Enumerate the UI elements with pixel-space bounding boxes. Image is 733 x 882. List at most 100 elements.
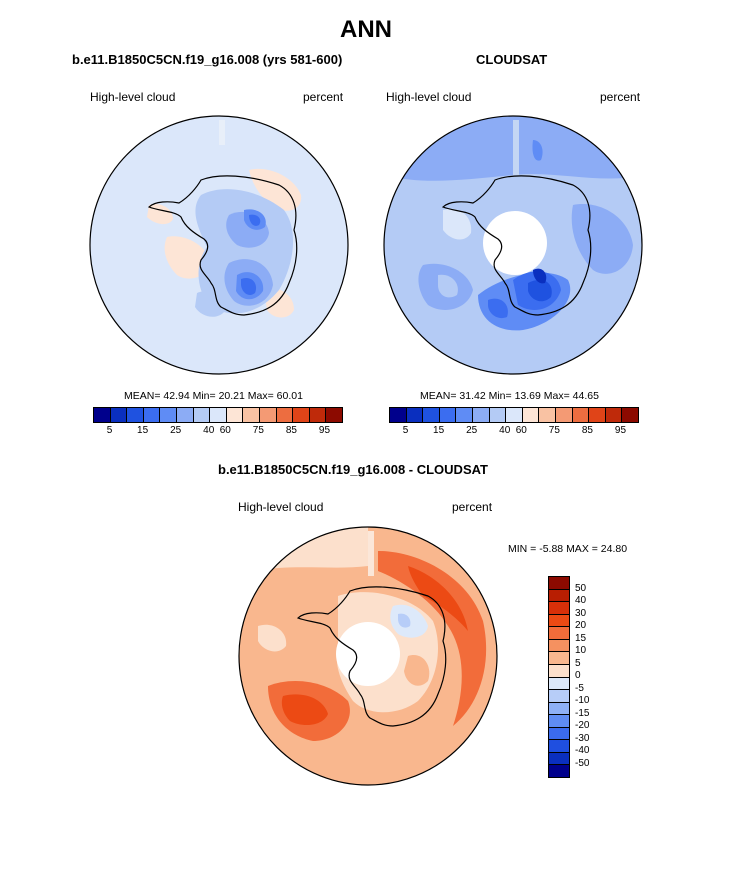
colorbar-tick-label: -10 — [575, 695, 590, 706]
right-panel-title: CLOUDSAT — [476, 52, 548, 67]
colorbar-swatch — [456, 408, 473, 422]
colorbar-swatch — [549, 639, 569, 653]
colorbar-swatch — [549, 664, 569, 678]
left-stats: MEAN= 42.94 Min= 20.21 Max= 60.01 — [124, 390, 303, 402]
diff-panel-title: b.e11.B1850C5CN.f19_g16.008 - CLOUDSAT — [218, 462, 488, 477]
left-variable-label: High-level cloud — [90, 90, 176, 104]
colorbar-swatch — [243, 408, 260, 422]
colorbar-tick-label: 20 — [575, 620, 587, 631]
colorbar-tick-label: 15 — [575, 632, 587, 644]
colorbar-swatch — [549, 577, 569, 590]
colorbar-swatch — [549, 715, 569, 728]
colorbar-tick-label: 60 — [219, 425, 231, 436]
colorbar-tick-label: -40 — [575, 745, 590, 756]
diff-map — [238, 526, 498, 786]
colorbar-swatch — [193, 408, 211, 422]
colorbar-swatch — [549, 652, 569, 665]
left-max-label: Max= — [247, 390, 274, 402]
colorbar-swatch — [549, 677, 569, 691]
colorbar-swatch — [226, 408, 244, 422]
colorbar-tick-label: 5 — [106, 425, 113, 436]
colorbar-tick-label: 10 — [575, 645, 587, 656]
colorbar-swatch — [143, 408, 161, 422]
colorbar-tick-label: 95 — [318, 425, 331, 436]
colorbar-swatch — [549, 752, 569, 766]
colorbar-swatch — [259, 408, 277, 422]
colorbar-swatch — [549, 589, 569, 603]
colorbar-swatch — [549, 614, 569, 628]
colorbar-swatch — [94, 408, 111, 422]
colorbar-tick-label: 50 — [575, 582, 587, 594]
diff-colorbar-ticks: 50 40 30 20 15 10 5 0 -5 -10 -15 -20 -30 -40 -50 — [575, 576, 615, 776]
right-min-value: 13.69 — [514, 390, 541, 402]
colorbar-tick-label: 30 — [575, 607, 587, 619]
left-min-label: Min= — [192, 390, 216, 402]
colorbar-tick-label: 5 — [575, 657, 581, 669]
colorbar-tick-label: 25 — [170, 425, 182, 436]
colorbar-swatch — [549, 690, 569, 703]
left-panel-title: b.e11.B1850C5CN.f19_g16.008 (yrs 581-600… — [72, 52, 343, 67]
colorbar-tick-label: -20 — [575, 720, 590, 731]
colorbar-swatch — [160, 408, 177, 422]
colorbar-tick-label: 75 — [252, 425, 264, 436]
colorbar-tick-label: 75 — [548, 425, 560, 436]
colorbar-swatch — [589, 408, 606, 422]
diff-minmax: MIN = -5.88 MAX = 24.80 — [508, 543, 628, 555]
right-colorbar — [389, 407, 639, 423]
colorbar-swatch — [572, 408, 590, 422]
colorbar-swatch — [439, 408, 457, 422]
colorbar-tick-label: 25 — [466, 425, 478, 436]
left-mean-label: MEAN= — [124, 390, 161, 402]
colorbar-tick-label: 40 — [203, 425, 215, 436]
colorbar-swatch — [549, 602, 569, 615]
colorbar-tick-label: 95 — [614, 425, 627, 436]
left-min-value: 20.21 — [218, 390, 245, 402]
right-map — [383, 115, 643, 375]
colorbar-swatch — [210, 408, 227, 422]
page-title: ANN — [340, 16, 392, 43]
colorbar-swatch — [293, 408, 310, 422]
colorbar-swatch — [549, 765, 569, 777]
left-mean-value: 42.94 — [163, 390, 190, 402]
colorbar-swatch — [622, 408, 638, 422]
colorbar-swatch — [326, 408, 342, 422]
colorbar-tick-label: -5 — [575, 682, 584, 694]
right-units-label: percent — [600, 90, 641, 104]
diff-units-label: percent — [452, 500, 493, 514]
colorbar-tick-label: 15 — [433, 425, 445, 436]
left-map — [89, 115, 349, 375]
left-units-label: percent — [303, 90, 344, 104]
right-max-value: 44.65 — [572, 390, 599, 402]
right-mean-label: MEAN= — [420, 390, 457, 402]
right-variable-label: High-level cloud — [386, 90, 472, 104]
colorbar-tick-label: 40 — [575, 595, 587, 606]
colorbar-swatch — [127, 408, 144, 422]
colorbar-swatch — [176, 408, 194, 422]
colorbar-swatch — [390, 408, 407, 422]
colorbar-swatch — [605, 408, 623, 422]
colorbar-tick-label: -15 — [575, 707, 590, 719]
colorbar-swatch — [555, 408, 573, 422]
colorbar-swatch — [406, 408, 424, 422]
colorbar-swatch — [110, 408, 128, 422]
colorbar-tick-label: 85 — [285, 425, 297, 436]
colorbar-swatch — [309, 408, 327, 422]
colorbar-swatch — [549, 702, 569, 716]
colorbar-swatch — [472, 408, 490, 422]
colorbar-swatch — [423, 408, 440, 422]
colorbar-swatch — [549, 740, 569, 753]
right-min-label: Min= — [488, 390, 512, 402]
diff-variable-label: High-level cloud — [238, 500, 324, 514]
colorbar-swatch — [522, 408, 540, 422]
colorbar-swatch — [539, 408, 556, 422]
colorbar-tick-label: 40 — [499, 425, 511, 436]
right-max-label: Max= — [543, 390, 570, 402]
colorbar-tick-label: 15 — [137, 425, 149, 436]
colorbar-swatch — [506, 408, 523, 422]
left-colorbar-ticks: 5 15 25 40 60 75 85 95 — [93, 425, 341, 439]
right-stats: MEAN= 31.42 Min= 13.69 Max= 44.65 — [420, 390, 599, 402]
right-mean-value: 31.42 — [459, 390, 486, 402]
colorbar-tick-label: -30 — [575, 732, 590, 744]
colorbar-tick-label: -50 — [575, 757, 590, 769]
colorbar-tick-label: 85 — [581, 425, 593, 436]
